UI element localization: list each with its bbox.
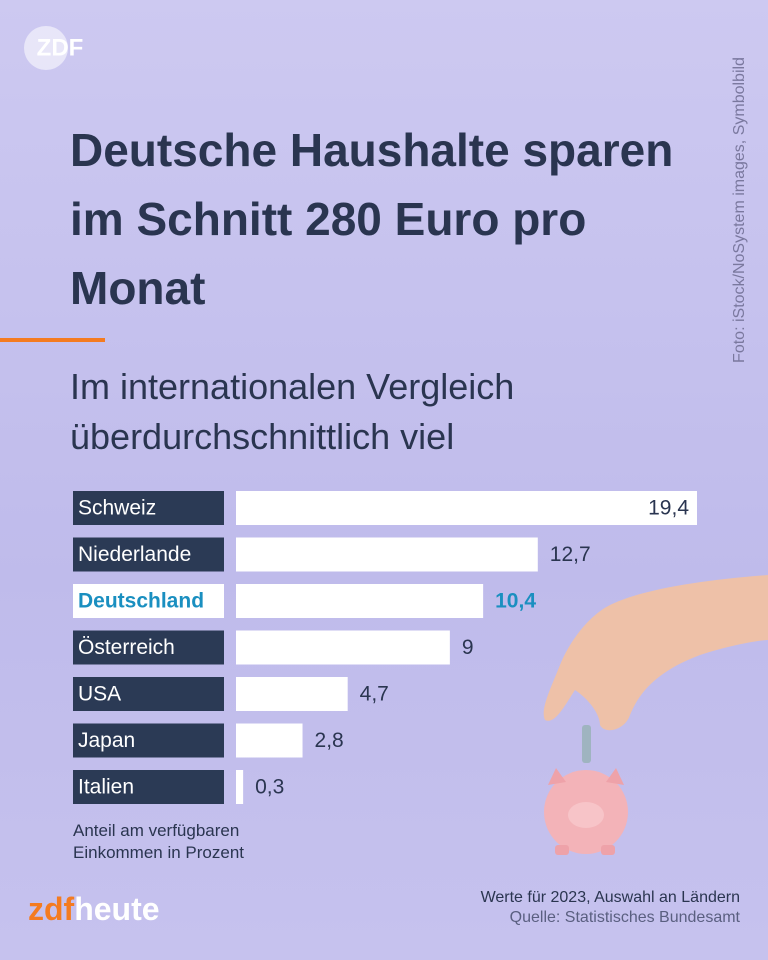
bar <box>236 537 538 572</box>
accent-line <box>0 338 105 342</box>
category-label: Schweiz <box>78 497 156 520</box>
piggy-leg <box>601 845 615 855</box>
logo: ZDF <box>37 34 84 61</box>
category-label: Niederlande <box>78 543 191 566</box>
logo-circle <box>24 26 68 70</box>
brand-suffix: heute <box>74 891 159 927</box>
category-label: Japan <box>78 729 135 752</box>
piggy-snout <box>568 802 604 828</box>
subtitle: Im internationalen Vergleich überdurchsc… <box>70 366 515 457</box>
value-label: 4,7 <box>360 683 389 706</box>
bar <box>236 584 484 618</box>
category-label: Italien <box>78 776 134 799</box>
label-box <box>73 584 224 618</box>
bar <box>236 770 244 804</box>
value-label: 10,4 <box>495 590 536 613</box>
label-box <box>73 723 224 758</box>
photo-credit: Foto: iStock/NoSystem images, Symbolbild <box>731 57 748 363</box>
category-label: Deutschland <box>78 590 204 613</box>
label-box <box>73 677 224 711</box>
piggy-ears <box>548 768 624 785</box>
value-label: 0,3 <box>255 776 284 799</box>
bar <box>236 723 303 758</box>
hand <box>543 575 768 731</box>
value-label: 12,7 <box>550 543 591 566</box>
label-box <box>73 630 224 665</box>
label-box <box>73 770 224 804</box>
bar <box>236 491 697 525</box>
source: Quelle: Statistisches Bundesamt <box>510 909 741 926</box>
value-label: 2,8 <box>315 729 344 752</box>
brand: zdfheute <box>28 891 160 927</box>
brand-prefix: zdf <box>28 891 75 927</box>
axis-note: Anteil am verfügbaren Einkommen in Proze… <box>73 821 245 862</box>
value-label: 19,4 <box>648 497 689 520</box>
label-box <box>73 537 224 572</box>
category-label: Österreich <box>78 636 175 659</box>
footnote: Werte für 2023, Auswahl an Ländern <box>481 889 740 906</box>
category-label: USA <box>78 683 121 706</box>
piggy-leg <box>555 845 569 855</box>
value-label: 9 <box>462 636 474 659</box>
label-box <box>73 491 224 525</box>
bar <box>236 630 450 665</box>
bar <box>236 677 348 711</box>
title: Deutsche Haushalte sparen im Schnitt 280… <box>70 124 674 314</box>
coin <box>582 725 591 763</box>
